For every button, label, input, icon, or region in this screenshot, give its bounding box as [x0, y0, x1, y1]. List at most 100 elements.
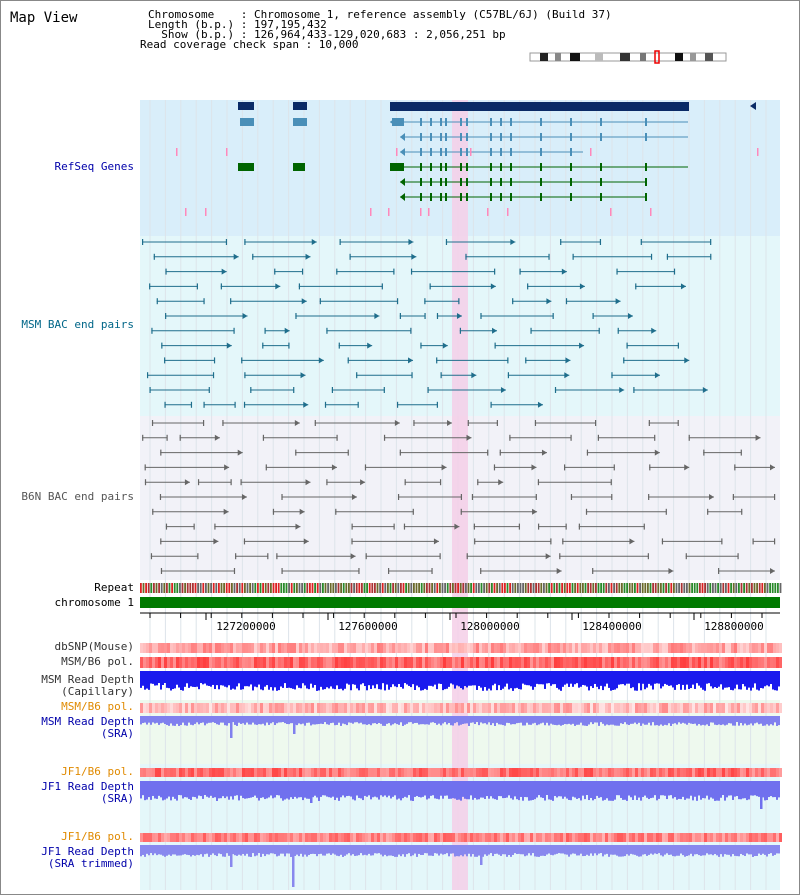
jf1-depth-trim-bar: [232, 845, 234, 855]
repeat-segment: [543, 583, 545, 593]
msm-depth-cap-bar: [246, 671, 248, 687]
gene-arrow: [390, 118, 395, 126]
jf1-depth-trim-bar: [328, 845, 330, 854]
jf1-pol-cell: [434, 768, 437, 777]
jf1-depth-sra-bar: [334, 781, 336, 801]
repeat-segment: [662, 583, 665, 593]
jf1-pol-cell: [515, 768, 518, 777]
msm-depth-sra-bar: [256, 716, 258, 725]
bac-end: [196, 283, 198, 290]
bac-end: [518, 523, 520, 530]
msm-depth-cap-bar: [770, 671, 772, 685]
gene-exon: [440, 163, 442, 171]
gene-exon: [420, 133, 422, 141]
msm-pol-cell: [728, 657, 731, 668]
msm-pol2-cell: [266, 703, 269, 713]
jf1-depth-trim-bar: [384, 845, 386, 855]
msm-depth-cap-bar: [744, 671, 746, 687]
jf1-depth-sra-bar: [236, 781, 238, 796]
repeat-segment: [600, 583, 602, 593]
msm-pol2-cell: [242, 703, 245, 713]
msm-depth-cap-bar: [474, 671, 476, 686]
msm-pol2-cell: [377, 703, 380, 713]
dbsnp-cell: [584, 643, 587, 653]
jf1-depth-sra-bar: [734, 781, 736, 797]
jf1-depth-sra-bar: [208, 781, 210, 798]
jf1-pol2-cell: [425, 833, 428, 842]
dbsnp-cell: [761, 643, 764, 653]
msm-pol-cell: [164, 657, 167, 668]
msm-depth-cap-bar: [458, 671, 460, 687]
repeat-segment: [483, 583, 485, 593]
bac-end: [650, 253, 653, 260]
jf1-depth-trim-bar: [234, 845, 236, 856]
jf1-pol2-cell: [443, 833, 446, 842]
jf1-pol-cell: [584, 768, 587, 777]
jf1-depth-sra-bar: [294, 781, 296, 797]
msm-depth-sra-bar: [326, 716, 328, 725]
msm-depth-sra-bar: [336, 716, 338, 725]
jf1-pol-cell: [743, 768, 746, 777]
jf1-pol2-cell: [182, 833, 185, 842]
bac-end: [610, 479, 612, 486]
jf1-depth-trim-bar: [226, 845, 228, 854]
msm-depth-cap-bar: [590, 671, 592, 687]
msm-depth-cap-bar: [758, 671, 760, 691]
msm-depth-sra-bar: [270, 716, 272, 724]
gene-block: [390, 163, 404, 171]
msm-depth-sra-bar: [164, 716, 166, 725]
jf1-pol-cell: [455, 768, 458, 777]
msm-depth-cap-bar: [326, 671, 328, 688]
repeat-segment: [402, 583, 405, 593]
msm-pol2-cell: [737, 703, 740, 713]
jf1-depth-trim-bar: [406, 845, 408, 855]
jf1-pol2-cell: [647, 833, 650, 842]
msm-depth-sra-bar: [144, 716, 146, 723]
jf1-pol-cell: [278, 768, 281, 777]
gene-arrow: [400, 133, 405, 141]
msm-depth-cap-bar: [498, 671, 500, 686]
msm-depth-sra-bar: [456, 716, 458, 723]
repeat-segment: [327, 583, 329, 593]
msm-depth-sra-bar: [504, 716, 506, 726]
gene-exon: [500, 148, 502, 156]
refseq-tick: [507, 208, 509, 216]
bac-arrow: [668, 568, 674, 574]
bac-end: [243, 401, 246, 408]
jf1-depth-trim-bar: [546, 845, 548, 855]
msm-depth-sra-bar: [760, 716, 762, 724]
msm-pol2-cell: [671, 703, 674, 713]
msm-depth-sra-bar: [308, 716, 310, 723]
repeat-segment: [160, 583, 163, 593]
jf1-depth-trim-bar: [370, 845, 372, 856]
msm-pol2-cell: [167, 703, 170, 713]
jf1-depth-trim-bar: [398, 845, 400, 855]
bac-end: [142, 239, 144, 245]
bac-end: [436, 401, 438, 408]
msm-depth-sra-bar: [402, 716, 404, 726]
jf1-pol-cell: [443, 768, 446, 777]
msm-pol2-cell: [236, 703, 239, 713]
repeat-segment: [532, 583, 535, 593]
msm-pol2-cell: [398, 703, 401, 713]
jf1-pol-cell: [281, 768, 284, 777]
msm-pol-cell: [194, 657, 197, 668]
jf1-depth-sra-bar: [206, 781, 208, 797]
jf1-depth-trim-bar: [606, 845, 608, 854]
jf1-depth-sra-bar: [412, 781, 414, 801]
msm-depth-sra-bar: [484, 716, 486, 724]
jf1-depth-sra-bar: [540, 781, 542, 798]
jf1-pol-cell: [581, 768, 584, 777]
msm-depth-sra-bar: [672, 716, 674, 724]
msm-depth-cap-bar: [502, 671, 504, 689]
bac-end: [276, 553, 278, 560]
bac-end: [213, 357, 216, 364]
msm-depth-sra-bar: [740, 716, 742, 724]
jf1-pol2-cell: [638, 833, 641, 842]
dbsnp-cell: [431, 643, 434, 653]
jf1-depth-trim-bar: [222, 845, 224, 857]
jf1-depth-trim-bar: [318, 845, 320, 855]
jf1-depth-sra-bar: [174, 781, 176, 799]
jf1-pol-cell: [575, 768, 578, 777]
